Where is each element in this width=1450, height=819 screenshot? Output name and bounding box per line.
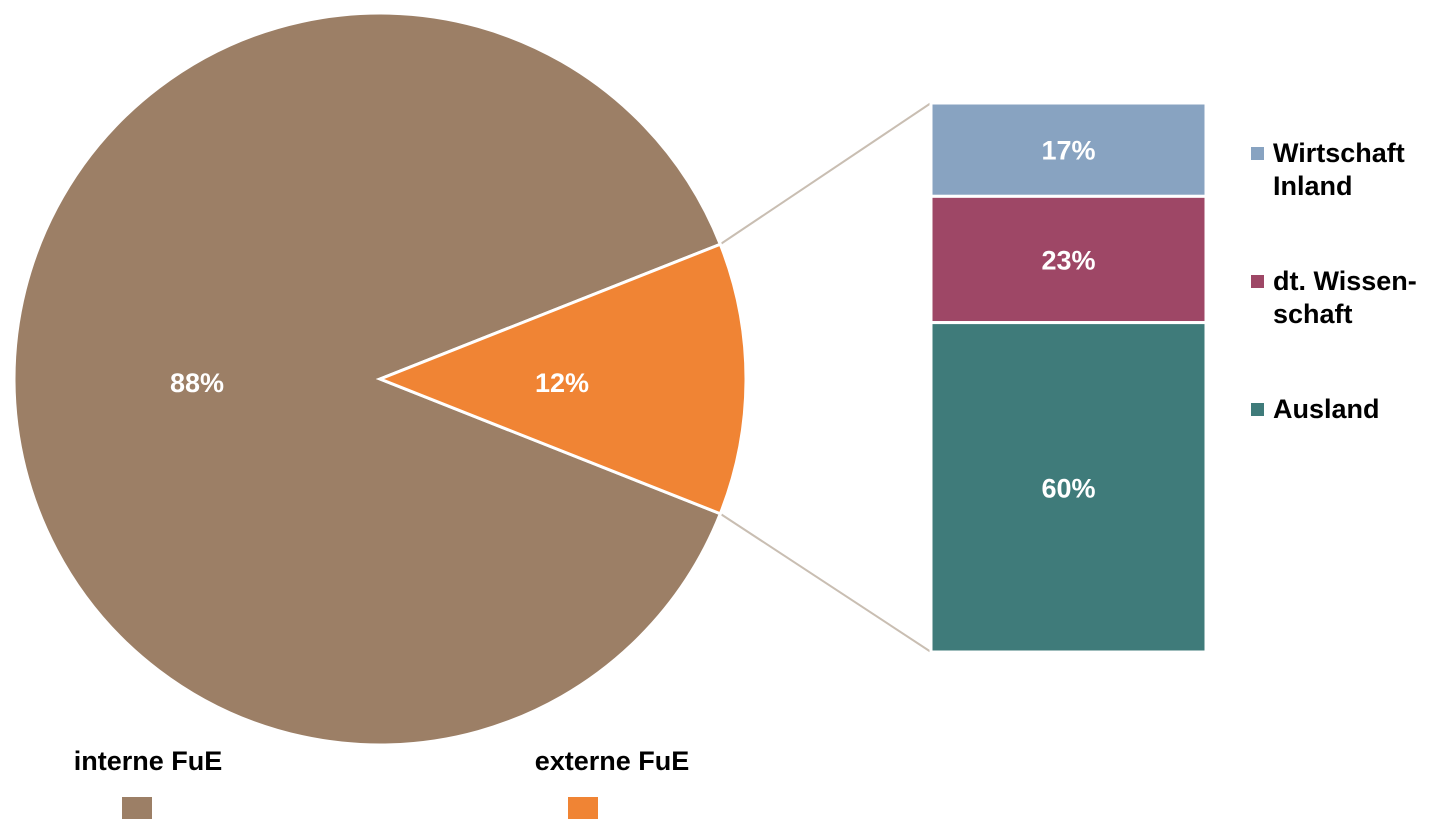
bar-segment-wirtschaft-inland	[929, 101, 1208, 198]
legend-line: Inland	[1273, 171, 1353, 201]
legend-swatch-wirtschaft-inland	[1251, 147, 1264, 160]
legend-label-externe-fue: externe FuE	[535, 746, 690, 776]
bar-data-label-dt-wissenschaft: 23%	[1041, 245, 1095, 275]
legend-label-interne-fue: interne FuE	[74, 746, 223, 776]
legend-label-dt-wissenschaft: dt. Wissen- schaft	[1273, 266, 1424, 329]
legend-label-ausland: Ausland	[1273, 394, 1380, 424]
bar-data-label-wirtschaft-inland: 17%	[1041, 136, 1095, 166]
legend-swatch-dt-wissenschaft	[1251, 275, 1264, 288]
legend-line: schaft	[1273, 299, 1353, 329]
legend-swatch-externe-fue	[568, 797, 598, 819]
legend-line: Wirtschaft	[1273, 138, 1405, 168]
connector-line-top	[719, 102, 932, 246]
bar-data-label-ausland: 60%	[1041, 473, 1095, 503]
pie-data-label-interne: 88%	[170, 368, 224, 398]
bar-segment-dt-wissenschaft	[929, 194, 1208, 325]
legend-swatch-interne-fue	[122, 797, 152, 819]
bar-legend: Wirtschaft Inland dt. Wissen- schaft Aus…	[1251, 138, 1424, 424]
pie-slice-externe-fue	[375, 242, 748, 516]
legend-line: dt. Wissen-	[1273, 266, 1417, 296]
legend-line: Ausland	[1273, 394, 1380, 424]
pie-data-label-externe: 12%	[535, 368, 589, 398]
legend-swatch-ausland	[1251, 403, 1264, 416]
legend-label-wirtschaft-inland: Wirtschaft Inland	[1273, 138, 1412, 201]
bar-segment-ausland	[929, 321, 1208, 654]
pie-legend: interne FuE externe FuE	[74, 746, 690, 819]
connector-line-bottom	[719, 512, 932, 653]
pie-slice-interne-fue	[12, 11, 723, 747]
